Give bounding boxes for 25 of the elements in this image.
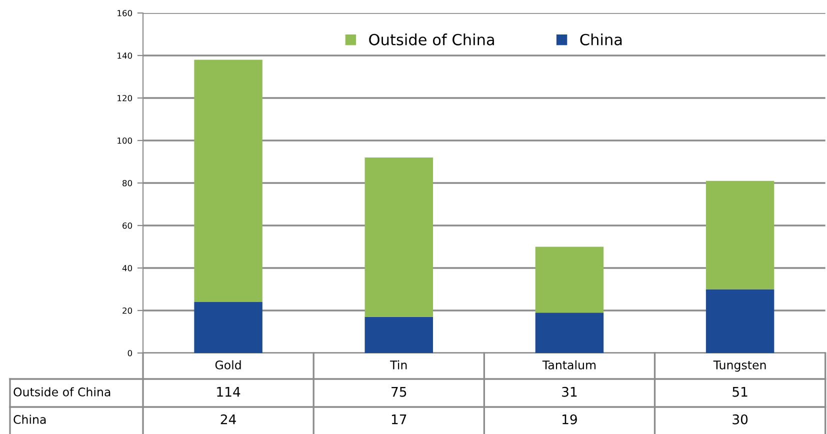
data-label: 30 bbox=[732, 414, 748, 424]
data-label: 75 bbox=[392, 387, 406, 397]
data-label: 19 bbox=[562, 414, 577, 424]
y-tick-label: 80 bbox=[122, 180, 132, 186]
text: China bbox=[14, 414, 46, 424]
data-label: 51 bbox=[732, 387, 748, 397]
y-tick-label: 20 bbox=[122, 307, 132, 314]
y-tick-label: 0 bbox=[128, 350, 132, 356]
legend-label: Outside of China bbox=[369, 34, 494, 46]
x-tick-label: Tungsten bbox=[713, 360, 766, 372]
data-label: 114 bbox=[217, 387, 240, 397]
y-tick-label: 60 bbox=[122, 222, 132, 229]
x-tick-label: Tantalum bbox=[542, 360, 596, 370]
data-label: 24 bbox=[220, 414, 236, 424]
data-label: 17 bbox=[392, 414, 406, 424]
y-tick-label: 100 bbox=[118, 137, 132, 144]
legend-label: China bbox=[580, 34, 622, 46]
y-tick-label: 40 bbox=[122, 264, 132, 272]
text: Outside of China bbox=[14, 387, 110, 396]
x-tick-label: Gold bbox=[215, 360, 241, 370]
x-tick-label: Tin bbox=[390, 360, 407, 370]
y-tick-label: 160 bbox=[118, 10, 132, 16]
y-tick-label: 120 bbox=[118, 94, 132, 102]
data-label: 31 bbox=[562, 386, 577, 397]
y-tick-label: 140 bbox=[118, 52, 132, 59]
